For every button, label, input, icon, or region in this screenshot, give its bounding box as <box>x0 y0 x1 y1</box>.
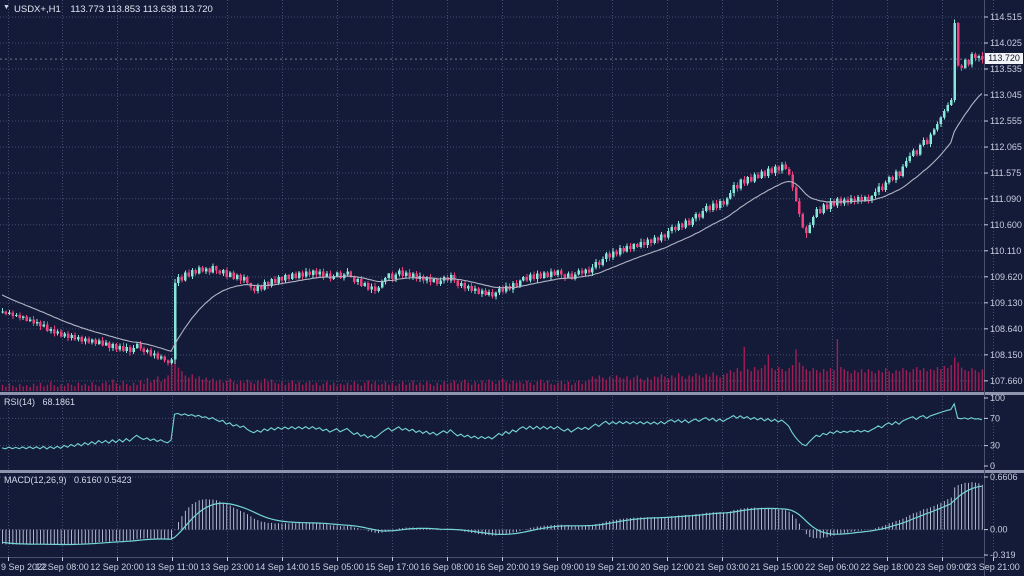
time-axis-label: 14 Sep 14:00 <box>255 562 309 572</box>
price-axis-label: 109.620 <box>990 272 1023 282</box>
rsi-axis-label: 30 <box>990 441 1000 451</box>
time-axis-label: 19 Sep 09:00 <box>530 562 584 572</box>
price-axis-label: 114.025 <box>990 38 1022 48</box>
price-axis-label: 113.045 <box>990 90 1022 100</box>
macd-values: 0.6160 0.5423 <box>74 475 132 485</box>
time-axis-label: 12 Sep 20:00 <box>90 562 144 572</box>
price-axis-label: 109.130 <box>990 298 1023 308</box>
price-axis-label: 107.660 <box>990 376 1023 386</box>
time-axis-label: 13 Sep 23:00 <box>200 562 254 572</box>
time-axis-label: 13 Sep 11:00 <box>146 562 199 572</box>
time-axis-label: 19 Sep 21:00 <box>585 562 639 572</box>
candles-layer <box>1 19 984 366</box>
panel-separator-rsi[interactable] <box>0 392 1024 395</box>
time-axis-label: 9 Sep 2022 <box>1 562 47 572</box>
rsi-line <box>1 402 982 450</box>
time-axis-label: 23 Sep 09:00 <box>915 562 969 572</box>
rsi-axis-label: 70 <box>990 413 1000 423</box>
price-axis-label: 111.575 <box>990 168 1021 178</box>
volume-layer <box>1 339 983 391</box>
moving-average-line <box>1 93 983 352</box>
time-axis-label: 21 Sep 15:00 <box>750 562 804 572</box>
time-axis-label: 21 Sep 03:00 <box>695 562 749 572</box>
price-axis-label: 110.110 <box>990 246 1021 256</box>
price-axis-label: 111.090 <box>990 194 1021 204</box>
time-axis-label: 16 Sep 08:00 <box>420 562 474 572</box>
rsi-value: 68.1861 <box>42 397 76 407</box>
time-axis-label: 15 Sep 17:00 <box>365 562 419 572</box>
chart-title: USDX+,H1 113.773 113.853 113.638 113.720 <box>14 4 213 15</box>
price-axis-label: 114.515 <box>990 12 1022 22</box>
time-axis-label: 20 Sep 12:00 <box>640 562 694 572</box>
macd-histogram <box>2 482 983 545</box>
panel-separator-macd[interactable] <box>0 470 1024 473</box>
symbol-period-label: USDX+,H1 <box>14 4 61 15</box>
macd-name: MACD(12,26,9) <box>4 475 67 485</box>
time-axis-label: 15 Sep 05:00 <box>310 562 364 572</box>
time-axis-label: 22 Sep 18:00 <box>860 562 914 572</box>
price-axis[interactable]: 114.515 114.025 113.535 113.045 112.555 112.0… <box>984 0 1023 576</box>
time-axis-label: 12 Sep 08:00 <box>35 562 89 572</box>
rsi-axis-label: 100 <box>990 393 1005 403</box>
grid-layer <box>0 0 994 557</box>
macd-indicator-label: MACD(12,26,9) 0.6160 0.5423 <box>4 475 132 485</box>
rsi-indicator-label: RSI(14) 68.1861 <box>4 397 75 407</box>
macd-axis-label: 0.00 <box>990 525 1008 535</box>
time-axis-label: 16 Sep 20:00 <box>475 562 529 572</box>
macd-signal-line <box>1 485 982 546</box>
current-price-tag: 113.720 <box>985 53 1023 64</box>
symbol-dropdown-icon[interactable]: ▼ <box>3 4 10 11</box>
price-axis-label: 112.065 <box>990 142 1022 152</box>
price-axis-label: 108.150 <box>990 350 1023 360</box>
rsi-axis-label: 0 <box>990 461 995 471</box>
macd-axis-label: -0.319 <box>990 550 1016 560</box>
rsi-panel <box>0 402 984 450</box>
price-axis-label: 113.535 <box>990 64 1022 74</box>
macd-axis-label: 0.6606 <box>990 472 1018 482</box>
ohlc-values: 113.773 113.853 113.638 113.720 <box>70 4 213 15</box>
time-axis-label: 22 Sep 06:00 <box>805 562 859 572</box>
price-axis-label: 110.600 <box>990 220 1022 230</box>
price-axis-label: 108.640 <box>990 324 1023 334</box>
time-axis-label: 23 Sep 21:00 <box>966 562 1020 572</box>
rsi-name: RSI(14) <box>4 397 36 407</box>
price-axis-label: 112.555 <box>990 116 1022 126</box>
